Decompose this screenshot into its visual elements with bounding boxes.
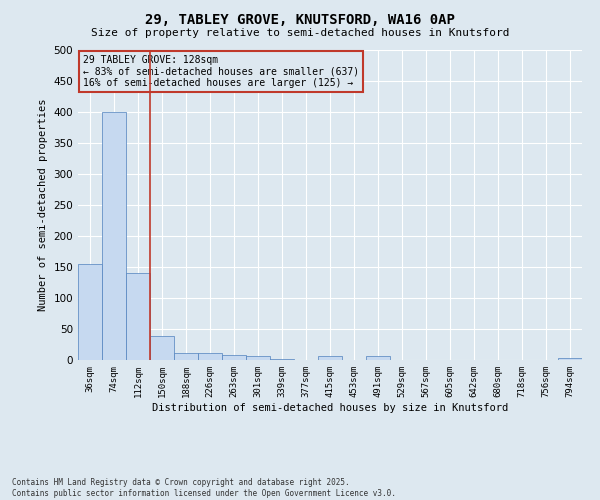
Y-axis label: Number of semi-detached properties: Number of semi-detached properties xyxy=(38,99,48,311)
Text: Contains HM Land Registry data © Crown copyright and database right 2025.
Contai: Contains HM Land Registry data © Crown c… xyxy=(12,478,396,498)
Bar xyxy=(150,336,174,360)
X-axis label: Distribution of semi-detached houses by size in Knutsford: Distribution of semi-detached houses by … xyxy=(152,402,508,412)
Bar xyxy=(366,356,390,360)
Bar xyxy=(222,355,246,360)
Text: Size of property relative to semi-detached houses in Knutsford: Size of property relative to semi-detach… xyxy=(91,28,509,38)
Bar xyxy=(126,273,150,360)
Bar xyxy=(198,353,222,360)
Bar xyxy=(78,264,102,360)
Bar xyxy=(318,356,342,360)
Bar xyxy=(558,358,582,360)
Text: 29 TABLEY GROVE: 128sqm
← 83% of semi-detached houses are smaller (637)
16% of s: 29 TABLEY GROVE: 128sqm ← 83% of semi-de… xyxy=(83,54,359,88)
Bar xyxy=(270,359,294,360)
Text: 29, TABLEY GROVE, KNUTSFORD, WA16 0AP: 29, TABLEY GROVE, KNUTSFORD, WA16 0AP xyxy=(145,12,455,26)
Bar xyxy=(102,112,126,360)
Bar xyxy=(246,356,270,360)
Bar xyxy=(174,353,198,360)
